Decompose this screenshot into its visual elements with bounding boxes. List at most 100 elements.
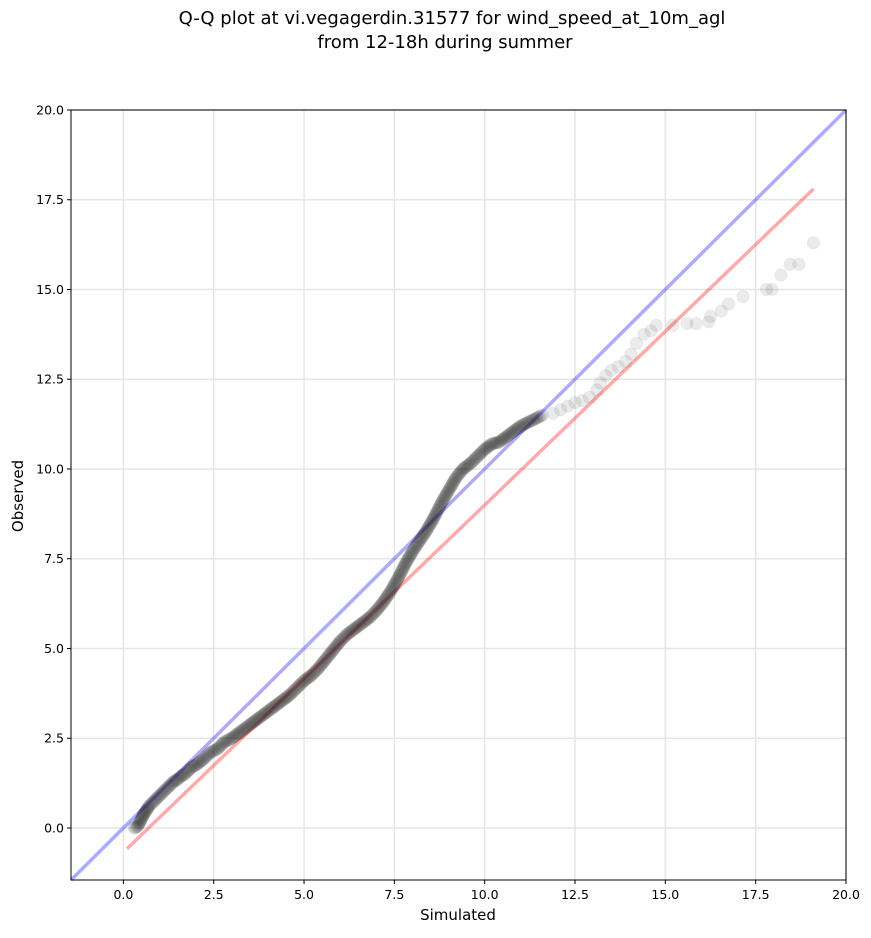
data-point <box>285 686 299 700</box>
data-point <box>335 632 350 646</box>
data-point <box>528 412 542 426</box>
data-point <box>424 516 438 530</box>
data-point <box>506 424 521 438</box>
data-point <box>392 570 406 584</box>
data-point <box>226 730 240 744</box>
data-point <box>192 755 206 770</box>
data-point <box>170 772 185 787</box>
data-point <box>337 631 351 645</box>
data-point <box>227 729 241 744</box>
data-point <box>138 805 152 819</box>
data-point <box>408 540 422 555</box>
data-point <box>368 605 382 619</box>
data-point <box>430 505 444 519</box>
data-point <box>223 732 237 746</box>
data-point <box>504 426 518 440</box>
data-point <box>233 725 247 739</box>
data-point <box>391 571 405 586</box>
data-point <box>308 665 322 679</box>
data-point <box>792 257 806 271</box>
data-point <box>436 493 450 507</box>
data-point <box>438 489 452 503</box>
data-point <box>370 602 384 617</box>
data-point <box>304 668 318 682</box>
data-point <box>303 669 317 683</box>
data-point <box>421 520 436 534</box>
data-point <box>358 614 373 628</box>
data-point <box>496 432 510 446</box>
data-point <box>166 775 180 790</box>
data-point <box>402 550 416 564</box>
plot-frame <box>70 109 847 881</box>
data-point <box>484 438 498 452</box>
data-point <box>498 430 512 445</box>
data-point <box>332 635 346 650</box>
data-point <box>450 470 464 484</box>
data-point <box>234 724 249 738</box>
data-point <box>160 781 174 796</box>
data-point <box>135 811 149 825</box>
x-tick-label: 10.0 <box>471 887 499 902</box>
data-point <box>393 567 407 581</box>
x-tick-label: 15.0 <box>651 887 679 902</box>
data-point <box>444 479 458 493</box>
data-point <box>321 650 335 664</box>
data-point <box>383 585 397 599</box>
data-point <box>198 750 212 764</box>
data-point <box>390 573 404 587</box>
data-point <box>154 787 168 802</box>
data-point <box>644 324 658 338</box>
data-point <box>252 710 267 725</box>
data-point <box>443 481 457 495</box>
x-tick-label: 20.0 <box>832 887 860 902</box>
data-point <box>342 626 356 640</box>
data-point <box>461 458 475 472</box>
data-point <box>196 753 210 767</box>
data-point <box>257 707 271 721</box>
data-point <box>314 657 329 671</box>
data-point <box>629 336 644 350</box>
data-point <box>447 474 461 488</box>
y-tick-label: 15.0 <box>36 282 64 297</box>
data-point <box>258 706 273 720</box>
data-point <box>289 682 303 696</box>
data-point <box>183 762 197 776</box>
data-point <box>220 733 235 747</box>
data-point <box>162 779 176 793</box>
data-point <box>269 698 283 712</box>
data-point <box>380 589 394 604</box>
data-point <box>296 675 310 689</box>
data-point <box>244 717 258 731</box>
data-point <box>213 739 227 754</box>
chart-title-line-2: from 12-18h during summer <box>317 32 573 53</box>
data-point <box>167 774 181 788</box>
data-point <box>388 577 402 591</box>
data-point <box>307 666 321 680</box>
data-point <box>291 680 305 694</box>
data-point <box>405 546 419 560</box>
data-point <box>446 475 460 489</box>
data-point <box>481 439 495 454</box>
data-point <box>187 759 202 773</box>
data-point <box>426 512 440 526</box>
data-point <box>388 576 403 590</box>
data-point <box>157 784 171 798</box>
data-point <box>310 662 324 677</box>
data-point <box>774 268 788 282</box>
data-point <box>525 413 539 427</box>
data-point <box>533 409 547 424</box>
data-point <box>482 439 497 453</box>
data-point <box>405 544 420 559</box>
data-point <box>485 437 499 451</box>
data-point <box>325 644 339 659</box>
data-point <box>329 639 343 654</box>
data-point <box>582 390 597 404</box>
data-point <box>251 711 265 726</box>
data-point <box>199 749 214 763</box>
data-point <box>279 691 293 705</box>
data-point <box>236 723 250 737</box>
data-point <box>238 721 252 735</box>
data-point <box>273 695 287 709</box>
data-point <box>322 648 336 662</box>
data-point <box>261 704 275 718</box>
